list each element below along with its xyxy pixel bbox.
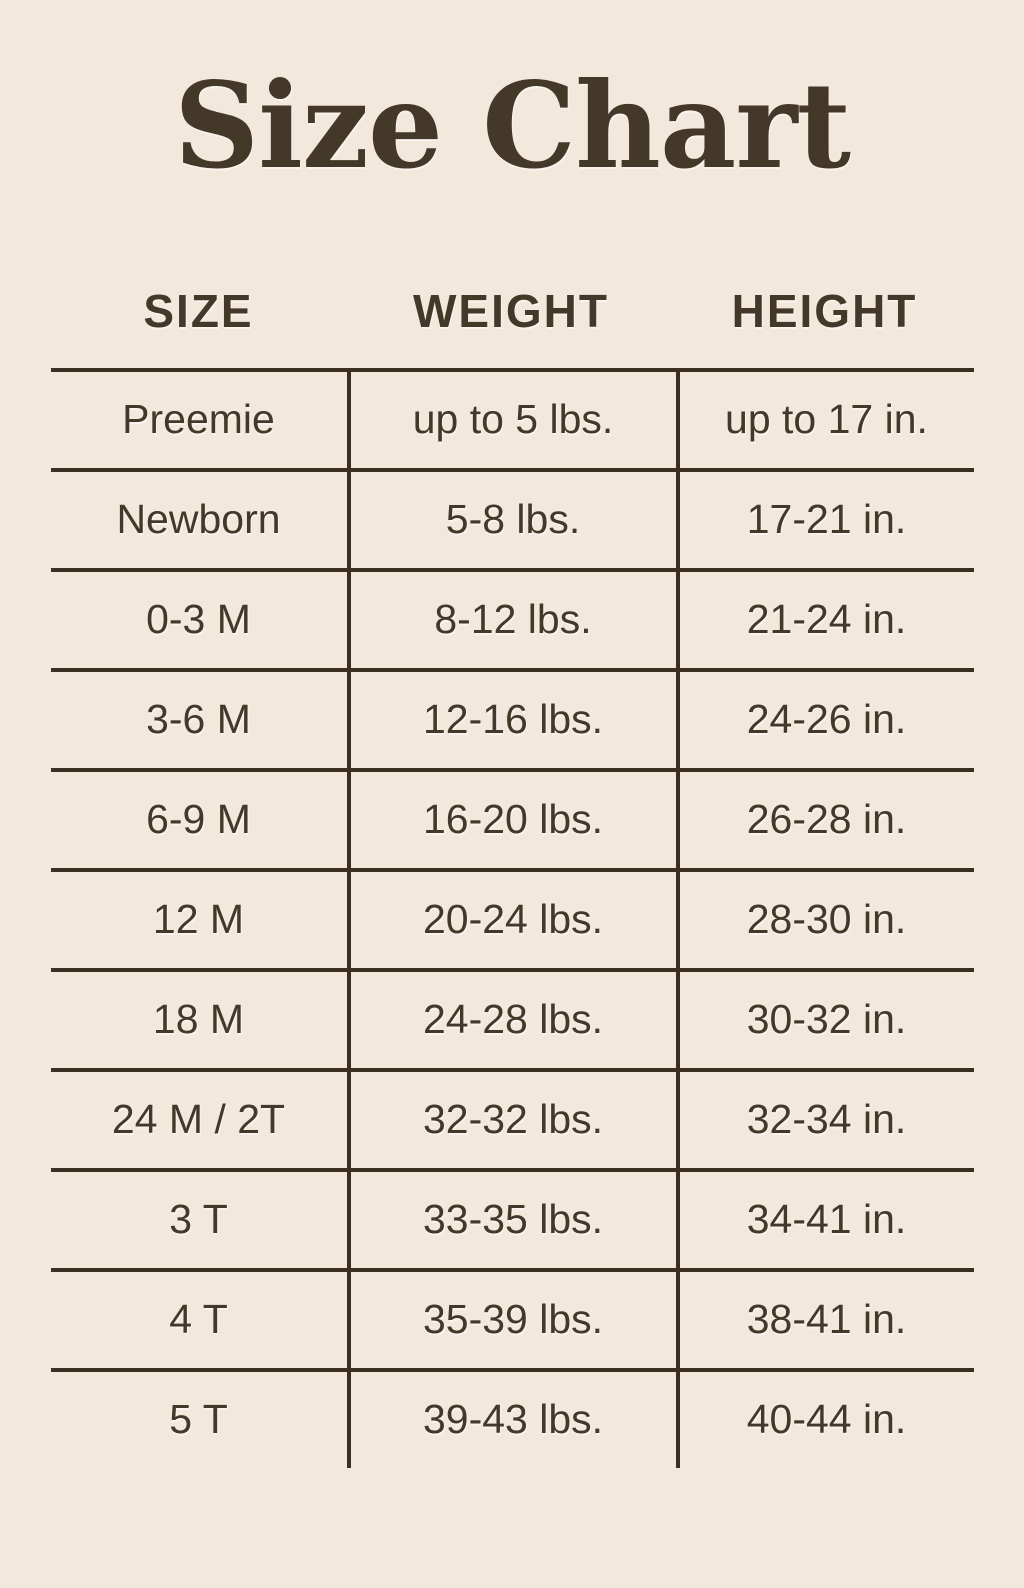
- weight-cell: 16-20 lbs.: [346, 771, 676, 868]
- size-cell: Newborn: [116, 495, 281, 542]
- table-row: 4 T 35-39 lbs. 38-41 in.: [50, 1267, 974, 1368]
- table-row: 5 T 39-43 lbs. 40-44 in.: [50, 1367, 974, 1468]
- table-row: 24 M / 2T 32-32 lbs. 32-34 in.: [50, 1067, 974, 1168]
- height-cell: 34-41 in.: [675, 1171, 974, 1268]
- weight-cell: 32-32 lbs.: [346, 1071, 676, 1168]
- size-cell: 4 T: [169, 1295, 228, 1342]
- size-cell: 0-3 M: [146, 595, 251, 642]
- size-table: SIZE WEIGHT HEIGHT Preemie up to 5 lbs. up…: [50, 256, 974, 1468]
- table-row: 6-9 M 16-20 lbs. 26-28 in.: [50, 767, 974, 868]
- weight-cell: 20-24 lbs.: [346, 871, 676, 968]
- size-cell: 6-9 M: [146, 795, 251, 842]
- weight-cell: 5-8 lbs.: [346, 471, 676, 568]
- size-cell: 5 T: [169, 1395, 228, 1442]
- weight-cell: 12-16 lbs.: [346, 671, 676, 768]
- table-header-row: SIZE WEIGHT HEIGHT: [51, 256, 974, 368]
- column-header-weight: WEIGHT: [413, 285, 609, 338]
- table-row: Preemie up to 5 lbs. up to 17 in.: [50, 367, 974, 468]
- table-body: Preemie up to 5 lbs. up to 17 in. Newborn 5-…: [50, 367, 974, 1468]
- table-row: Newborn 5-8 lbs. 17-21 in.: [50, 467, 974, 568]
- weight-cell: 35-39 lbs.: [346, 1271, 676, 1368]
- weight-cell: up to 5 lbs.: [346, 371, 676, 468]
- column-header-size: SIZE: [143, 285, 254, 338]
- weight-cell: 8-12 lbs.: [346, 571, 676, 668]
- table-row: 12 M 20-24 lbs. 28-30 in.: [50, 867, 974, 968]
- height-cell: 32-34 in.: [675, 1071, 974, 1168]
- size-cell: 18 M: [152, 995, 245, 1042]
- weight-cell: 33-35 lbs.: [346, 1171, 676, 1268]
- size-cell: 3-6 M: [146, 695, 251, 742]
- height-cell: 28-30 in.: [675, 871, 974, 968]
- height-cell: 17-21 in.: [675, 471, 974, 568]
- page-title: Size Chart: [173, 56, 851, 195]
- weight-cell: 24-28 lbs.: [346, 971, 676, 1068]
- height-cell: 26-28 in.: [675, 771, 974, 868]
- size-cell: Preemie: [122, 395, 275, 442]
- size-cell: 24 M / 2T: [111, 1095, 286, 1142]
- weight-cell: 39-43 lbs.: [346, 1371, 676, 1468]
- height-cell: up to 17 in.: [675, 371, 974, 468]
- height-cell: 21-24 in.: [675, 571, 974, 668]
- table-row: 3 T 33-35 lbs. 34-41 in.: [50, 1167, 974, 1268]
- table-row: 18 M 24-28 lbs. 30-32 in.: [50, 967, 974, 1068]
- table-row: 3-6 M 12-16 lbs. 24-26 in.: [50, 667, 974, 768]
- height-cell: 38-41 in.: [675, 1271, 974, 1368]
- column-header-height: HEIGHT: [731, 285, 918, 338]
- size-cell: 3 T: [169, 1195, 228, 1242]
- height-cell: 40-44 in.: [675, 1371, 974, 1468]
- size-chart-page: Size Chart SIZE WEIGHT HEIGHT Preemie up …: [0, 52, 1024, 1588]
- table-row: 0-3 M 8-12 lbs. 21-24 in.: [50, 567, 974, 668]
- height-cell: 24-26 in.: [675, 671, 974, 768]
- size-cell: 12 M: [152, 895, 245, 942]
- height-cell: 30-32 in.: [675, 971, 974, 1068]
